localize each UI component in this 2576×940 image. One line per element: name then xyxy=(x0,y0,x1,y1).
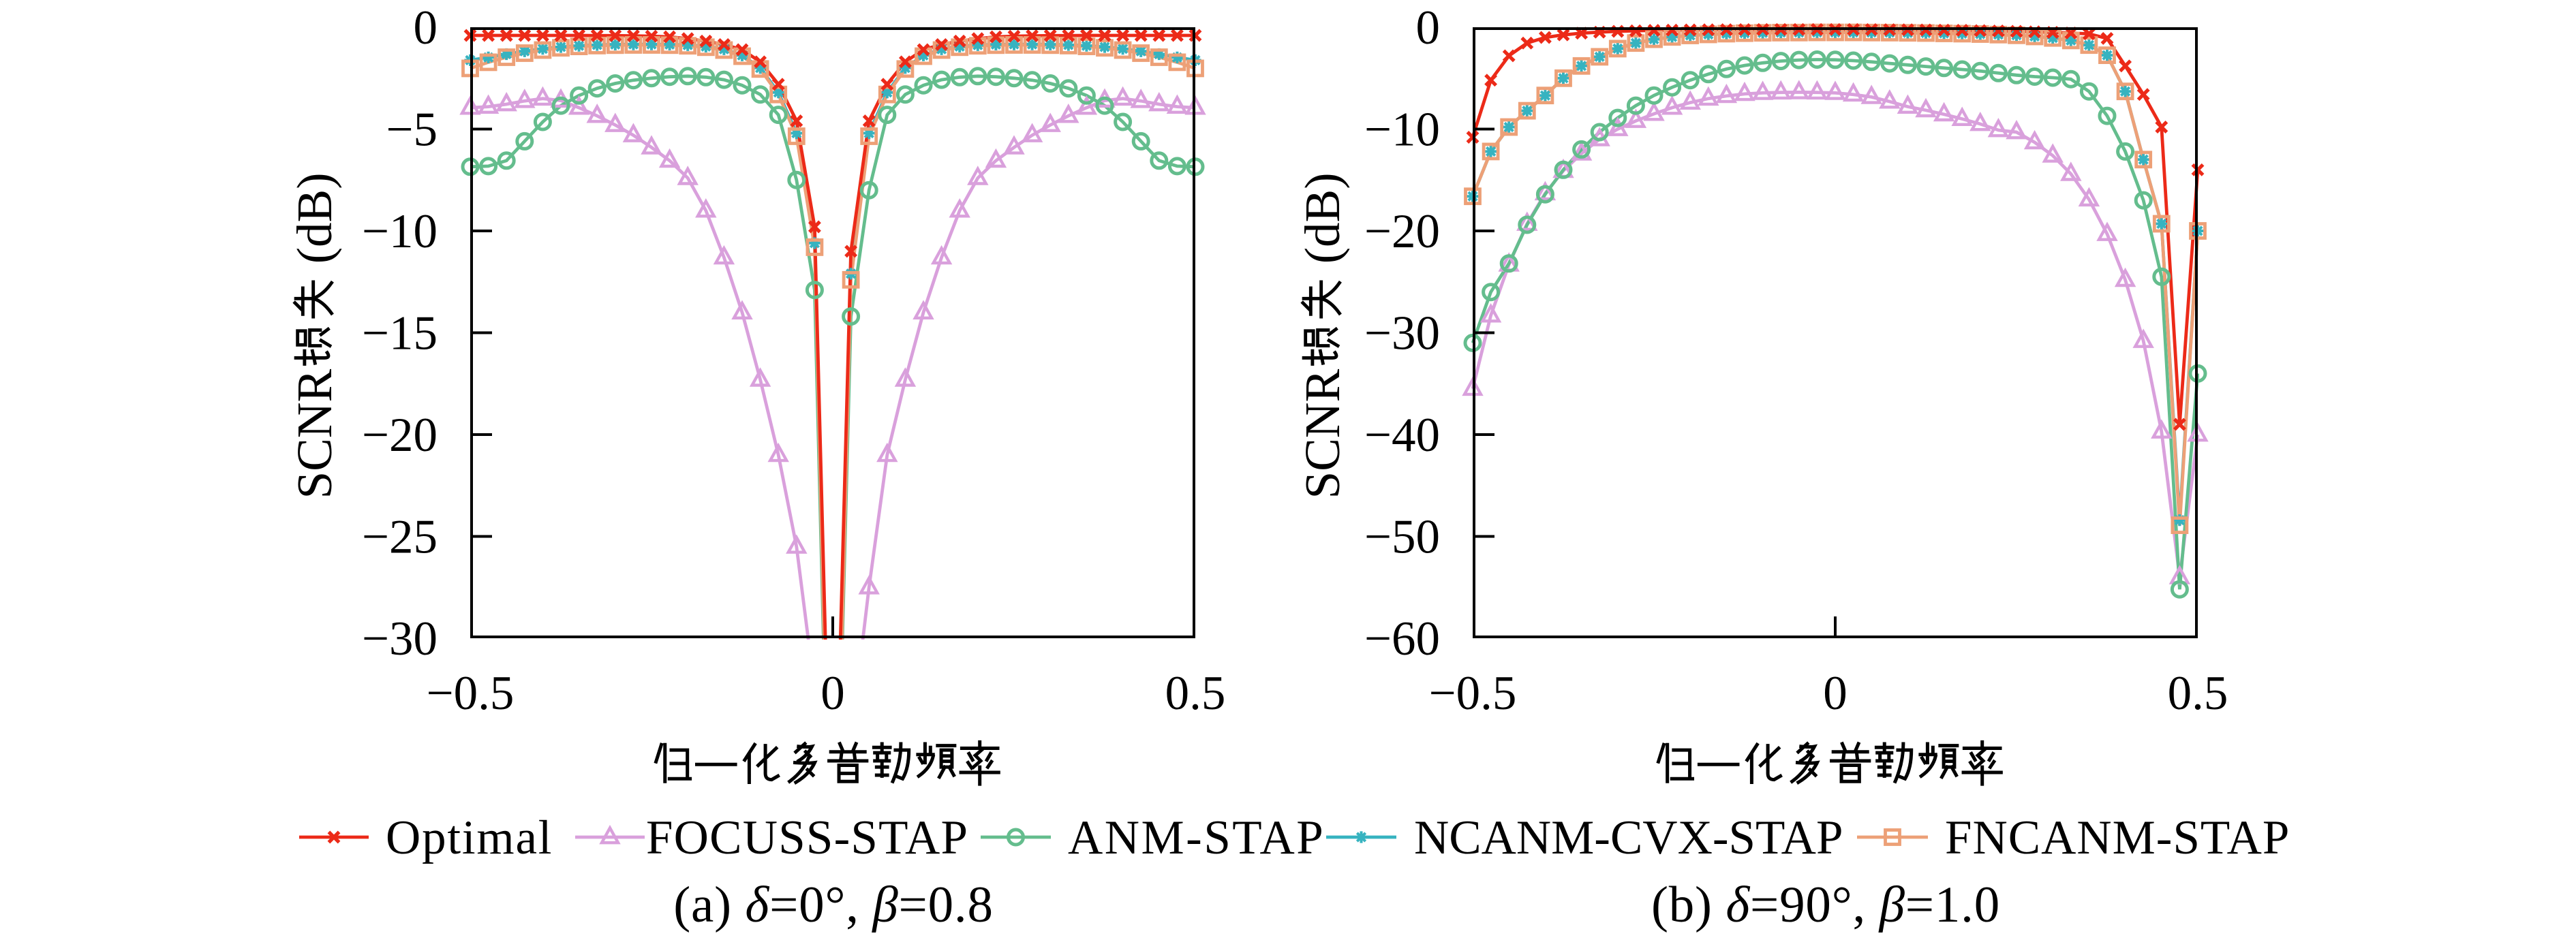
svg-text:ANM-STAP: ANM-STAP xyxy=(1068,811,1325,864)
svg-text:(dB): (dB) xyxy=(1295,172,1350,276)
svg-text:0: 0 xyxy=(414,1,438,54)
svg-text:0.5: 0.5 xyxy=(1165,667,1226,720)
svg-text:NCANM-CVX-STAP: NCANM-CVX-STAP xyxy=(1414,811,1843,864)
svg-text:SCNR: SCNR xyxy=(287,369,342,499)
svg-text:−20: −20 xyxy=(362,409,438,462)
svg-text:0: 0 xyxy=(1823,667,1847,720)
svg-text:−5: −5 xyxy=(386,104,438,157)
svg-text:(a) δ=0°, β=0.8: (a) δ=0°, β=0.8 xyxy=(673,877,994,933)
svg-text:0: 0 xyxy=(1416,1,1441,54)
svg-text:−15: −15 xyxy=(362,307,438,360)
svg-text:−30: −30 xyxy=(362,612,438,665)
svg-text:−0.5: −0.5 xyxy=(1429,667,1517,720)
svg-text:0: 0 xyxy=(821,667,845,720)
svg-text:−30: −30 xyxy=(1364,307,1440,360)
svg-text:(dB): (dB) xyxy=(287,172,342,276)
svg-text:−40: −40 xyxy=(1364,409,1440,462)
svg-text:−20: −20 xyxy=(1364,205,1440,258)
svg-text:−60: −60 xyxy=(1364,612,1440,665)
svg-text:SCNR: SCNR xyxy=(1295,369,1350,499)
svg-text:−50: −50 xyxy=(1364,511,1440,564)
svg-text:FNCANM-STAP: FNCANM-STAP xyxy=(1945,811,2290,864)
svg-text:(b) δ=90°, β=1.0: (b) δ=90°, β=1.0 xyxy=(1651,877,2000,933)
svg-text:0.5: 0.5 xyxy=(2168,667,2228,720)
svg-text:−0.5: −0.5 xyxy=(427,667,515,720)
svg-text:−10: −10 xyxy=(362,205,438,258)
svg-text:Optimal: Optimal xyxy=(386,811,553,864)
svg-text:FOCUSS-STAP: FOCUSS-STAP xyxy=(646,811,968,864)
svg-text:−10: −10 xyxy=(1364,104,1440,157)
svg-text:−25: −25 xyxy=(362,511,438,564)
